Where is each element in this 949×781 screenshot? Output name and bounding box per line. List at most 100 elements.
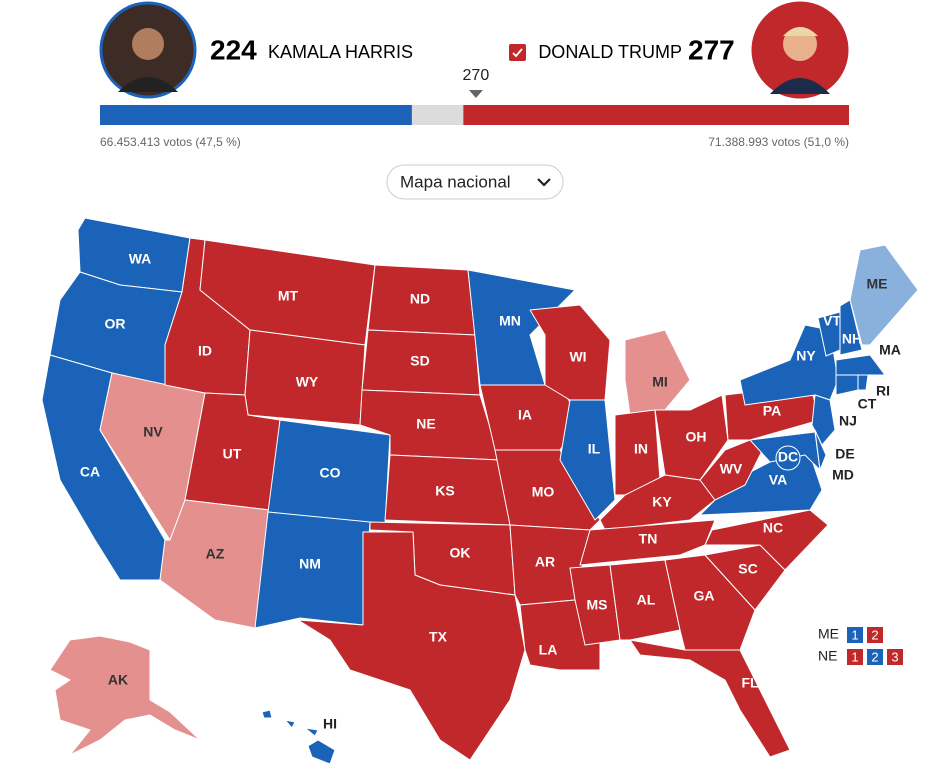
- state: [297, 531, 526, 761]
- state-label: NM: [299, 556, 321, 572]
- portrait-face: [132, 28, 164, 60]
- district-box: [887, 649, 903, 665]
- state: [775, 445, 801, 471]
- dropdown-label[interactable]: Mapa nacional: [400, 172, 511, 191]
- district-box: [847, 649, 863, 665]
- state-label: NE: [416, 416, 435, 432]
- state-label: AK: [108, 672, 128, 688]
- state-label: WY: [296, 374, 319, 390]
- state-label: VT: [823, 313, 841, 329]
- state-label: WA: [129, 251, 152, 267]
- district-label: 1: [851, 649, 858, 664]
- state-label: MT: [278, 288, 299, 304]
- state-label: LA: [539, 642, 558, 658]
- threshold-marker: [468, 90, 483, 98]
- trump-bar: [463, 105, 849, 125]
- state-label: CT: [858, 396, 877, 412]
- state: [835, 354, 886, 376]
- split-label: ME: [818, 626, 839, 642]
- state-label: NH: [842, 331, 862, 347]
- state-label: GA: [694, 588, 715, 604]
- trump-name: DONALD TRUMP: [538, 42, 682, 62]
- state-label: MD: [832, 467, 854, 483]
- district-box: [847, 627, 863, 643]
- state: [467, 269, 576, 386]
- check-mark: [512, 48, 523, 58]
- portrait-body: [118, 77, 178, 92]
- dropdown[interactable]: Mapa nacional: [386, 164, 564, 200]
- state-label: NY: [796, 348, 816, 364]
- state: [494, 449, 601, 531]
- harris-popular: 66.453.413 votos (47,5 %): [100, 135, 241, 149]
- state-label: AZ: [206, 546, 225, 562]
- portrait-body: [770, 78, 830, 94]
- state-label: SD: [410, 353, 429, 369]
- state: [814, 429, 827, 471]
- state-label: VA: [769, 472, 787, 488]
- district-box: [867, 649, 883, 665]
- state-label: ME: [867, 276, 888, 292]
- state-label: IA: [518, 407, 532, 423]
- harris-bar: [100, 105, 412, 125]
- state: [569, 564, 621, 646]
- state: [559, 399, 616, 521]
- state: [244, 329, 366, 426]
- district-box: [867, 627, 883, 643]
- state: [849, 244, 919, 346]
- state-label: NC: [763, 520, 783, 536]
- state: [629, 639, 791, 758]
- state-label: ID: [198, 343, 212, 359]
- state-label: AL: [637, 592, 656, 608]
- state-label: UT: [223, 446, 242, 462]
- state-label: WV: [720, 461, 743, 477]
- trump-electoral: 277: [688, 34, 735, 65]
- portrait-hair: [783, 27, 818, 36]
- state-label: HI: [323, 716, 337, 732]
- state: [261, 709, 336, 765]
- harris-electoral: 224: [210, 34, 257, 65]
- state-label: ND: [410, 291, 430, 307]
- state-label: AR: [535, 554, 555, 570]
- state-label: IN: [634, 441, 648, 457]
- state-label: OK: [450, 545, 471, 561]
- threshold-label: 270: [463, 67, 490, 84]
- state-label: MO: [532, 484, 555, 500]
- district-label: 1: [851, 627, 858, 642]
- state-label: WI: [569, 349, 586, 365]
- state-label: PA: [763, 403, 781, 419]
- state: [579, 519, 716, 566]
- dropdown-box[interactable]: [386, 164, 564, 200]
- state-label: SC: [738, 561, 757, 577]
- state: [254, 511, 371, 629]
- state-label: KY: [652, 494, 672, 510]
- state: [839, 299, 863, 356]
- harris-name: KAMALA HARRIS: [268, 42, 413, 62]
- winner-check: [509, 44, 526, 61]
- state-label: TX: [429, 629, 448, 645]
- state: [811, 394, 836, 446]
- dropdown-chevron[interactable]: [537, 178, 551, 187]
- state-label: OR: [105, 316, 126, 332]
- state-label: OH: [686, 429, 707, 445]
- trump-popular: 71.388.993 votos (51,0 %): [708, 135, 849, 149]
- state-label: KS: [435, 483, 454, 499]
- state-label: MN: [499, 313, 521, 329]
- state-label: NV: [143, 424, 163, 440]
- state: [835, 374, 859, 396]
- state: [609, 559, 681, 641]
- state: [49, 635, 201, 756]
- state-label: IL: [588, 441, 601, 457]
- state-label: DE: [835, 446, 854, 462]
- state-label: RI: [876, 383, 890, 399]
- state-label: MS: [587, 597, 608, 613]
- state-label: MA: [879, 342, 901, 358]
- district-label: 2: [871, 649, 878, 664]
- state-label: CA: [80, 464, 100, 480]
- state: [704, 509, 829, 571]
- split-label: NE: [818, 648, 837, 664]
- state-label: TN: [639, 531, 658, 547]
- state: [857, 374, 869, 391]
- state-label: NJ: [839, 413, 857, 429]
